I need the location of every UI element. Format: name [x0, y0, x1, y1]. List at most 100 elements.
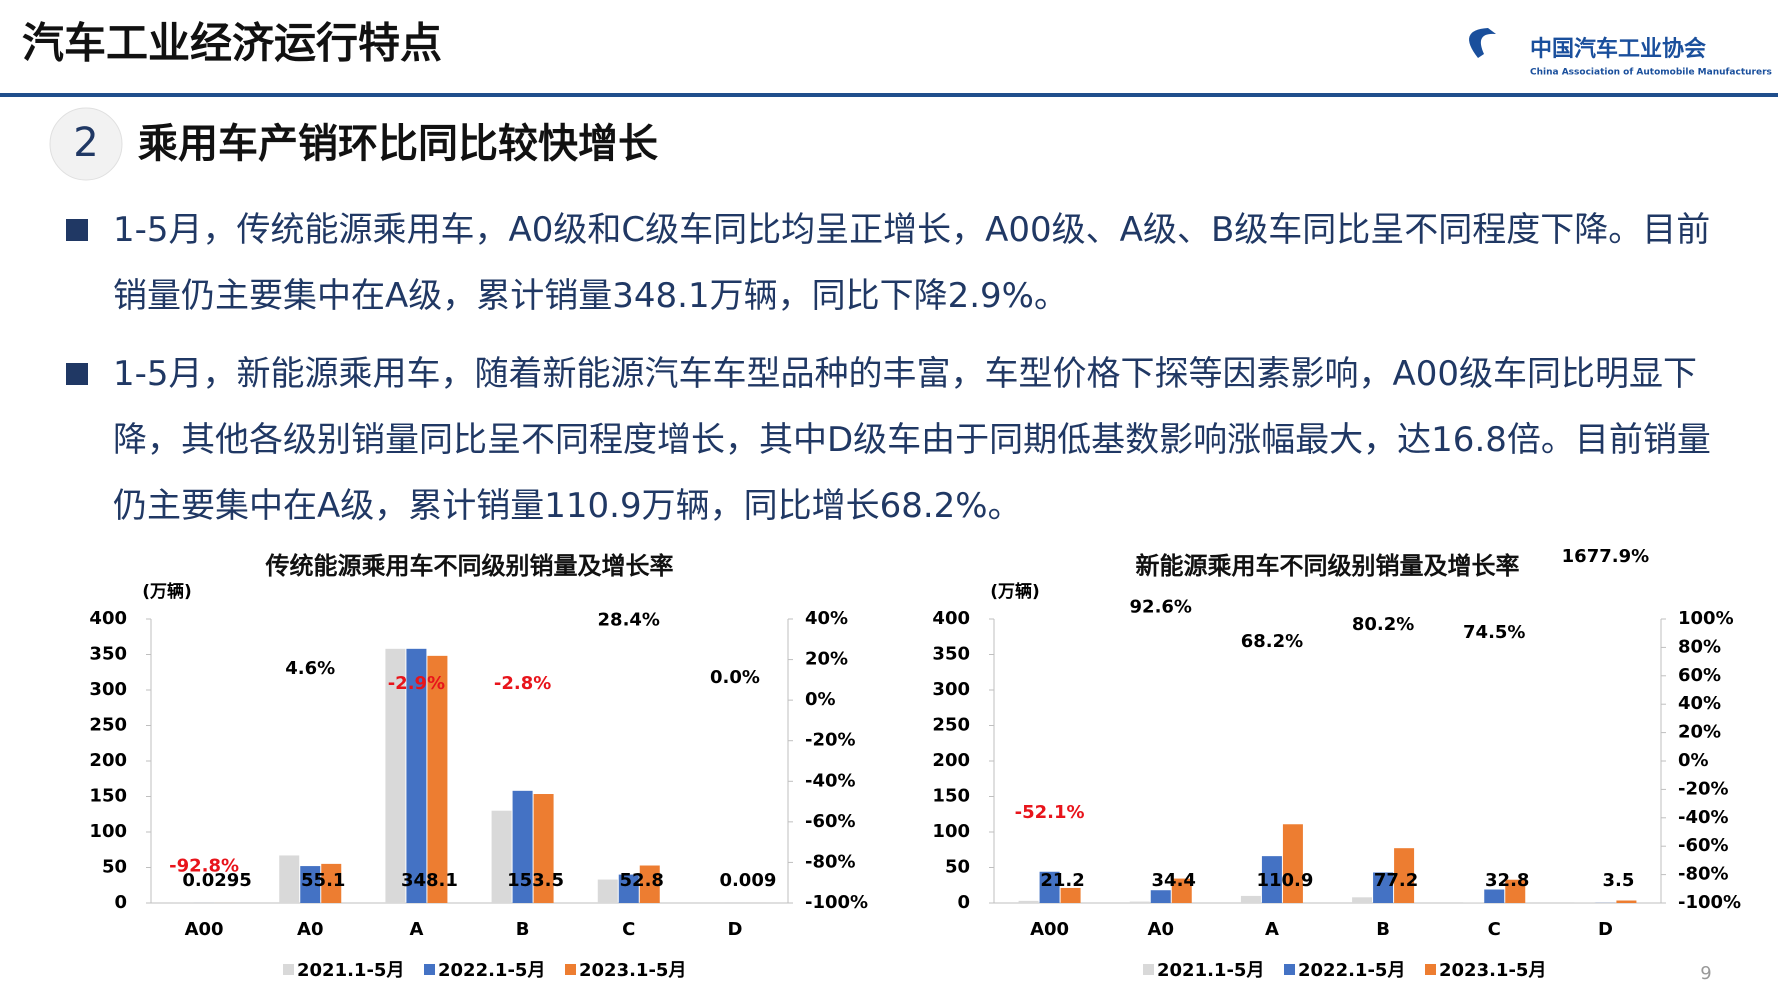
- bar: [639, 865, 660, 903]
- bar: [1282, 824, 1303, 903]
- section-title: 乘用车产销环比同比较快增长: [138, 121, 658, 167]
- y-tick-label: 200: [932, 750, 970, 771]
- y2-tick-label: -60%: [1678, 835, 1729, 856]
- growth-label: 74.5%: [1463, 622, 1525, 643]
- bar: [1394, 848, 1415, 903]
- legend-swatch: [1143, 964, 1154, 975]
- legend-label: 2021.1-5月: [1157, 960, 1264, 981]
- bar-value-label: 0.009: [719, 870, 776, 891]
- bar: [300, 866, 321, 903]
- bar-value-label: 110.9: [1256, 870, 1313, 891]
- x-tick-label: B: [1376, 919, 1390, 940]
- legend-swatch: [283, 964, 294, 975]
- y2-tick-label: 60%: [1678, 665, 1721, 686]
- legend-label: 2023.1-5月: [579, 960, 686, 981]
- logo-subtext: China Association of Automobile Manufact…: [1530, 68, 1772, 78]
- bar-value-label: 153.5: [507, 870, 564, 891]
- y2-tick-label: 20%: [805, 649, 848, 670]
- bar-value-label: 348.1: [401, 870, 458, 891]
- legend-label: 2022.1-5月: [1298, 960, 1405, 981]
- bar: [512, 790, 533, 903]
- y-tick-label: 0: [957, 892, 970, 913]
- bar: [491, 810, 512, 903]
- y-tick-label: 250: [932, 715, 970, 736]
- y2-tick-label: 0%: [805, 689, 836, 710]
- y-axis-unit: (万辆): [990, 581, 1040, 602]
- y-tick-label: 200: [89, 750, 127, 771]
- bar: [1505, 879, 1526, 903]
- bullet-marker: [66, 363, 88, 385]
- x-tick-label: A00: [1030, 919, 1069, 940]
- y2-tick-label: 20%: [1678, 722, 1721, 743]
- x-tick-label: C: [1488, 919, 1501, 940]
- bar: [1129, 901, 1150, 903]
- x-tick-label: A00: [185, 919, 224, 940]
- bar: [1352, 897, 1373, 903]
- x-tick-label: A0: [1148, 919, 1174, 940]
- y-tick-label: 400: [932, 608, 970, 629]
- bar: [533, 794, 554, 903]
- y-axis-unit: (万辆): [142, 581, 192, 602]
- logo-text: 中国汽车工业协会: [1530, 36, 1706, 62]
- x-tick-label: A: [409, 919, 423, 940]
- bullet-marker: [66, 219, 88, 241]
- growth-label: -92.8%: [169, 855, 239, 876]
- growth-label: 68.2%: [1241, 631, 1303, 652]
- bar-value-label: 32.8: [1485, 870, 1529, 891]
- y2-tick-label: -40%: [805, 770, 856, 791]
- growth-label: 80.2%: [1352, 614, 1414, 635]
- bullet-text: 1-5月，新能源乘用车，随着新能源汽车车型品种的丰富，车型价格下探等因素影响，A…: [113, 354, 1711, 526]
- bar: [1463, 902, 1484, 903]
- y-tick-label: 400: [89, 608, 127, 629]
- y2-tick-label: 0%: [1678, 750, 1709, 771]
- y2-tick-label: 80%: [1678, 636, 1721, 657]
- y2-tick-label: -20%: [805, 730, 856, 751]
- y-tick-label: 100: [89, 821, 127, 842]
- bar: [321, 863, 342, 903]
- x-tick-label: A0: [297, 919, 323, 940]
- section-badge: [49, 107, 123, 181]
- bar-value-label: 55.1: [301, 870, 345, 891]
- legend-swatch: [1284, 964, 1295, 975]
- bar: [597, 879, 618, 903]
- y2-tick-label: -80%: [805, 851, 856, 872]
- bar: [406, 648, 427, 903]
- bar: [1240, 895, 1261, 903]
- x-tick-label: D: [727, 919, 742, 940]
- bar: [279, 855, 300, 903]
- bar: [1484, 889, 1505, 903]
- y2-tick-label: 40%: [1678, 693, 1721, 714]
- y2-tick-label: -80%: [1678, 864, 1729, 885]
- y-tick-label: 50: [102, 857, 127, 878]
- bar-value-label: 0.0295: [182, 870, 251, 891]
- chart-title: 传统能源乘用车不同级别销量及增长率: [265, 552, 674, 580]
- y2-tick-label: -60%: [805, 811, 856, 832]
- bar-value-label: 34.4: [1152, 870, 1196, 891]
- bar: [1171, 878, 1192, 903]
- growth-label: -52.1%: [1015, 802, 1085, 823]
- y2-tick-label: 100%: [1678, 608, 1734, 629]
- x-tick-label: A: [1265, 919, 1279, 940]
- y-tick-label: 350: [932, 644, 970, 665]
- legend-swatch: [424, 964, 435, 975]
- y2-tick-label: -100%: [805, 892, 868, 913]
- bar-value-label: 77.2: [1374, 870, 1418, 891]
- y-tick-label: 350: [89, 644, 127, 665]
- x-tick-label: C: [622, 919, 635, 940]
- bar: [1261, 856, 1282, 903]
- y-tick-label: 100: [932, 821, 970, 842]
- bar: [1616, 900, 1637, 903]
- growth-label: -2.8%: [494, 673, 551, 694]
- page-title: 汽车工业经济运行特点: [22, 19, 442, 68]
- growth-label: 0.0%: [710, 667, 760, 688]
- y2-tick-label: -20%: [1678, 778, 1729, 799]
- growth-label: 92.6%: [1130, 597, 1192, 618]
- bar: [1150, 890, 1171, 903]
- bar: [1039, 871, 1060, 903]
- y-tick-label: 300: [89, 679, 127, 700]
- y2-tick-label: -40%: [1678, 807, 1729, 828]
- bar: [1060, 887, 1081, 903]
- bar-value-label: 21.2: [1040, 870, 1084, 891]
